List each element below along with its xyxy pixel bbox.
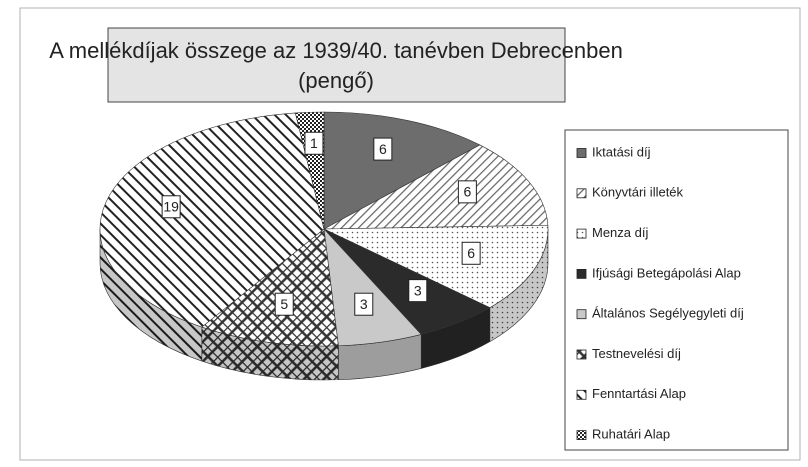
slice-side-shade: [338, 334, 422, 380]
data-label-box: [373, 137, 393, 161]
data-label: 1: [310, 135, 318, 151]
legend-swatch: [576, 268, 587, 279]
data-label-box: [274, 292, 294, 316]
slice: [323, 224, 549, 308]
legend-swatch: [576, 188, 587, 199]
legend-box: [564, 129, 789, 451]
slice-side-shade: [421, 307, 490, 369]
data-label-box: [304, 131, 324, 155]
data-label: 3: [360, 296, 368, 312]
data-label: 6: [379, 141, 387, 157]
chart-title: A mellékdíjak összege az 1939/40. tanévb…: [49, 38, 623, 63]
slice: [201, 228, 339, 347]
data-label-box: [354, 292, 374, 316]
data-label: 6: [463, 184, 471, 200]
legend-swatch: [576, 228, 587, 239]
legend-label: Általános Segélyegyleti díj: [592, 306, 744, 321]
data-label: 6: [467, 245, 475, 261]
data-label-box: [457, 180, 477, 204]
data-label: 5: [280, 296, 288, 312]
slice-side-shade: [100, 229, 202, 362]
slice: [99, 112, 325, 328]
title-box: [107, 27, 566, 103]
legend-swatch: [576, 148, 587, 158]
slice-side-shade: [489, 229, 548, 342]
legend-label: Könyvtári illeték: [592, 185, 684, 200]
legend-swatch: [576, 389, 587, 400]
legend-swatch: [576, 309, 587, 320]
legend-label: Menza díj: [592, 225, 648, 240]
legend-swatch: [576, 349, 587, 360]
legend-label: Iktatási díj: [592, 144, 651, 159]
slice: [323, 144, 549, 230]
legend-label: Ifjúsági Betegápolási Alap: [592, 265, 741, 280]
data-label: 19: [163, 198, 179, 214]
legend-label: Ruhatári Alap: [592, 427, 670, 442]
data-label-box: [408, 279, 428, 303]
data-label-box: [461, 241, 481, 265]
legend-label: Testnevelési díj: [592, 346, 681, 361]
legend-swatch: [576, 430, 587, 441]
slice: [323, 111, 481, 230]
data-label: 3: [414, 282, 422, 298]
chart-subtitle: (pengő): [298, 68, 374, 93]
legend-label: Fenntartási Alap: [592, 386, 686, 401]
slice-side-shade: [201, 327, 339, 380]
data-label-box: [161, 195, 181, 219]
